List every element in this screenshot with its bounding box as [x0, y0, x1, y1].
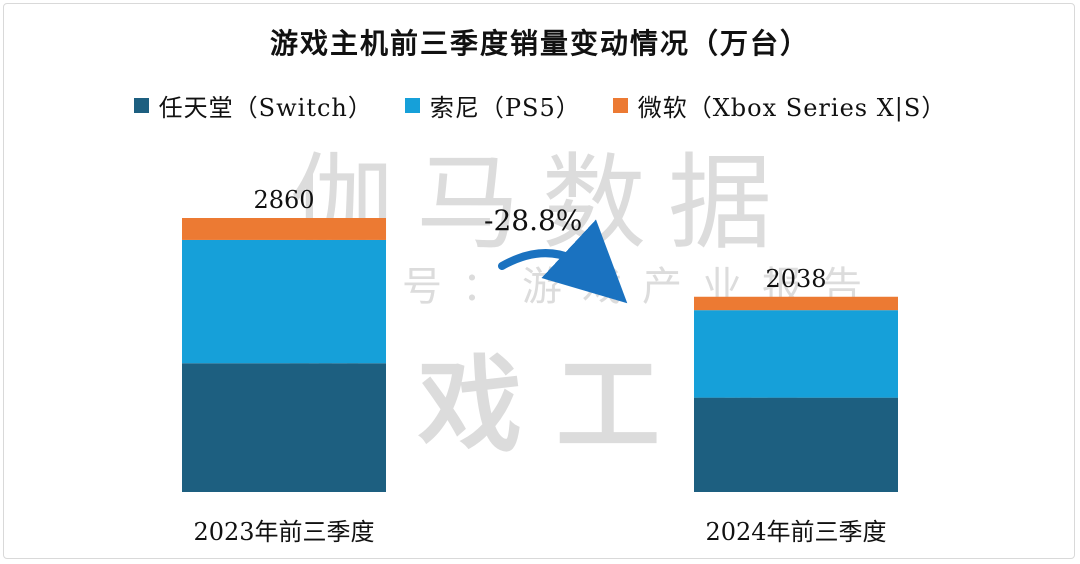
legend-label-1: 索尼（PS5） — [429, 94, 581, 122]
total-label-0: 2860 — [253, 186, 314, 214]
legend-swatch-0 — [133, 98, 149, 113]
legend-item-0: 任天堂（Switch） — [133, 88, 373, 123]
bar-segment-1-2 — [694, 296, 898, 311]
bar-segment-0-0 — [182, 363, 386, 492]
bar-segment-1-1 — [694, 310, 898, 398]
chart-title: 游戏主机前三季度销量变动情况（万台） — [269, 27, 810, 60]
category-label-0: 2023年前三季度 — [193, 518, 374, 546]
bar-segment-0-2 — [182, 218, 386, 240]
total-label-1: 2038 — [765, 265, 826, 293]
legend: 任天堂（Switch） 索尼（PS5） 微软（Xbox Series X|S） — [0, 88, 1080, 123]
legend-label-0: 任天堂（Switch） — [158, 94, 373, 122]
category-label-1: 2024年前三季度 — [705, 518, 886, 546]
legend-label-2: 微软（Xbox Series X|S） — [637, 94, 947, 122]
decline-arrow — [498, 219, 628, 304]
bar-segment-1-0 — [694, 397, 898, 492]
legend-item-2: 微软（Xbox Series X|S） — [612, 88, 947, 123]
change-percent-label: -28.8% — [484, 204, 583, 237]
bar-segment-0-1 — [182, 239, 386, 364]
legend-swatch-1 — [404, 98, 420, 113]
legend-item-1: 索尼（PS5） — [404, 88, 581, 123]
legend-swatch-2 — [612, 98, 628, 113]
chart-frame — [3, 3, 1075, 559]
